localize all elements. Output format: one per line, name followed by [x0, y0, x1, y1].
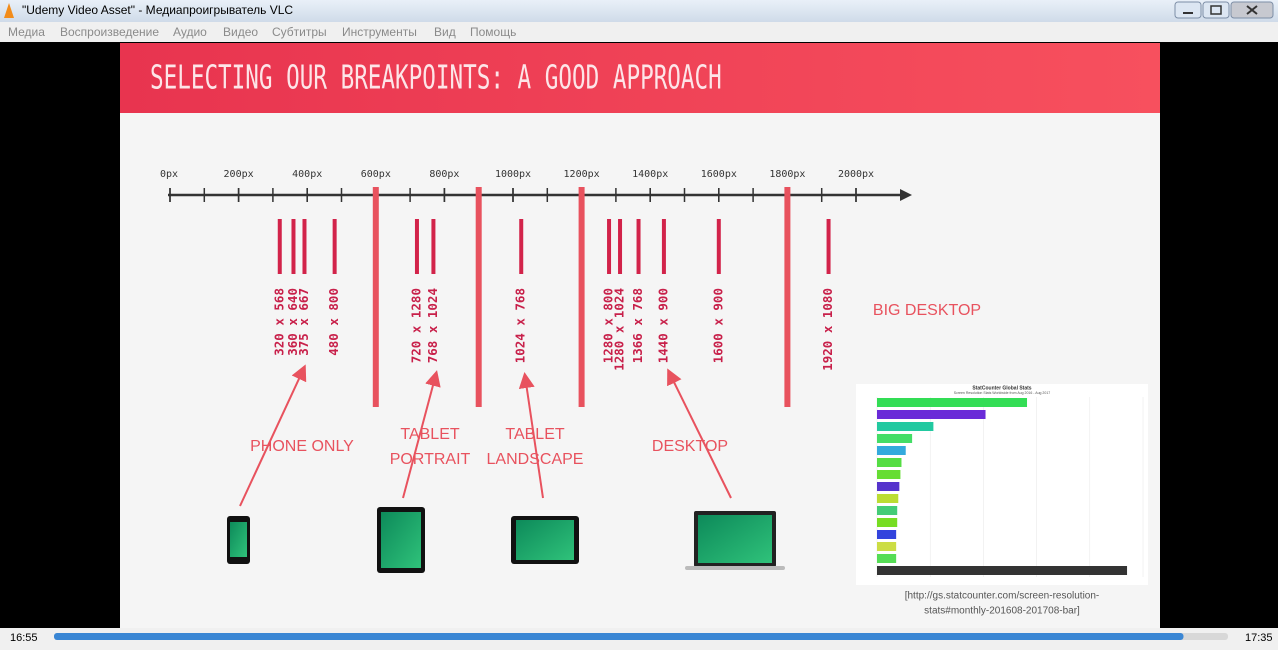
resolution-label: 480 x 800: [326, 288, 341, 356]
statcounter-subtitle: Screen Resolution Stats Worldwide from A…: [954, 391, 1050, 395]
resolution-label: 768 x 1024: [425, 288, 440, 363]
menu-item[interactable]: Инструменты: [342, 25, 417, 39]
menu-item[interactable]: Субтитры: [272, 25, 327, 39]
arrows: [239, 364, 732, 507]
statcounter-bar: [877, 470, 901, 479]
statcounter-bar: [877, 482, 900, 491]
slide-title: SELECTING OUR BREAKPOINTS: A GOOD APPROA…: [150, 58, 722, 97]
source-line: [http://gs.statcounter.com/screen-resolu…: [905, 591, 1100, 602]
breakpoint-line: [475, 187, 482, 407]
statcounter-bar: [877, 398, 1028, 407]
resolution-bar: [618, 219, 623, 274]
breakpoint-line: [372, 187, 379, 407]
axis-tick-label: 1600px: [701, 169, 737, 180]
vlc-icon: [4, 3, 14, 18]
menu-item[interactable]: Медиа: [8, 25, 45, 39]
resolution-bar: [636, 219, 641, 274]
axis-tick-label: 1400px: [632, 169, 668, 180]
axis-tick-label: 800px: [429, 169, 459, 180]
source-line: stats#monthly-201608-201708-bar]: [924, 606, 1080, 617]
group-label: LANDSCAPE: [487, 451, 584, 468]
group-label: BIG DESKTOP: [873, 302, 981, 319]
resolution-bar: [716, 219, 721, 274]
group-label: PORTRAIT: [390, 451, 471, 468]
resolution-label: 360 x 640: [285, 288, 300, 356]
group-label: DESKTOP: [652, 438, 728, 455]
resolution-label: 720 x 1280: [408, 288, 423, 363]
resolution-bar: [607, 219, 612, 274]
seek-progress: [54, 633, 1184, 640]
menu-bar: [0, 22, 1278, 42]
devices: [227, 507, 785, 573]
resolution-label: 1280 x 1024: [612, 288, 627, 371]
minimize-button[interactable]: [1174, 1, 1202, 19]
group-label: TABLET: [505, 426, 565, 443]
resolution-bar: [277, 219, 282, 274]
axis-tick-label: 600px: [361, 169, 391, 180]
maximize-button[interactable]: [1202, 1, 1230, 19]
resolution-bar: [302, 219, 307, 274]
resolution-label: 1024 x 768: [513, 288, 528, 363]
statcounter-bar: [877, 566, 1128, 575]
slide-header: [120, 43, 1160, 113]
menu-item[interactable]: Вид: [434, 25, 456, 39]
group-label: TABLET: [400, 426, 460, 443]
resolution-bar: [291, 219, 296, 274]
statcounter-bar: [877, 422, 934, 431]
title-bar: [0, 0, 1278, 22]
statcounter-bar: [877, 494, 899, 503]
resolution-label: 1920 x 1080: [820, 288, 835, 371]
statcounter-bar: [877, 530, 897, 539]
window-title: "Udemy Video Asset" - Медиапроигрыватель…: [22, 3, 293, 17]
group-label: PHONE ONLY: [250, 438, 354, 455]
statcounter-title: StatCounter Global Stats: [972, 385, 1031, 391]
axis-tick-label: 1200px: [564, 169, 600, 180]
elapsed-time: 16:55: [10, 632, 38, 644]
statcounter-bar: [877, 518, 898, 527]
resolution-bar: [661, 219, 666, 274]
resolution-bar: [826, 219, 831, 274]
resolution-label: 1366 x 768: [630, 288, 645, 363]
statcounter-bar: [877, 554, 897, 563]
resolution-label: 1600 x 900: [710, 288, 725, 363]
statcounter-bar: [877, 410, 986, 419]
menu-item[interactable]: Видео: [223, 25, 258, 39]
resolution-label: 1440 x 900: [655, 288, 670, 363]
resolution-bar: [332, 219, 337, 274]
axis-tick-label: 1000px: [495, 169, 531, 180]
statcounter-bar: [877, 434, 913, 443]
breakpoint-line: [784, 187, 791, 407]
resolution-label: 375 x 667: [296, 288, 311, 356]
total-time: 17:35: [1245, 632, 1273, 644]
axis-tick-label: 1800px: [769, 169, 805, 180]
breakpoint-line: [578, 187, 585, 407]
axis-tick-label: 0px: [160, 169, 178, 180]
axis-arrow: [900, 189, 912, 201]
resolution-bar: [414, 219, 419, 274]
statcounter-bar: [877, 446, 906, 455]
resolution-bar: [431, 219, 436, 274]
axis-tick-label: 2000px: [838, 169, 874, 180]
statcounter-bar: [877, 458, 902, 467]
window-buttons[interactable]: [1174, 1, 1274, 19]
resolution-bar: [519, 219, 524, 274]
resolution-label: 1280 x 800: [601, 288, 616, 363]
menu-item[interactable]: Воспроизведение: [60, 25, 159, 39]
statcounter-bar: [877, 506, 898, 515]
axis-tick-label: 400px: [292, 169, 322, 180]
statcounter-bar: [877, 542, 897, 551]
resolution-label: 320 x 568: [271, 288, 286, 356]
axis-tick-label: 200px: [224, 169, 254, 180]
menu-item[interactable]: Помощь: [470, 25, 516, 39]
menu-item[interactable]: Аудио: [173, 25, 207, 39]
